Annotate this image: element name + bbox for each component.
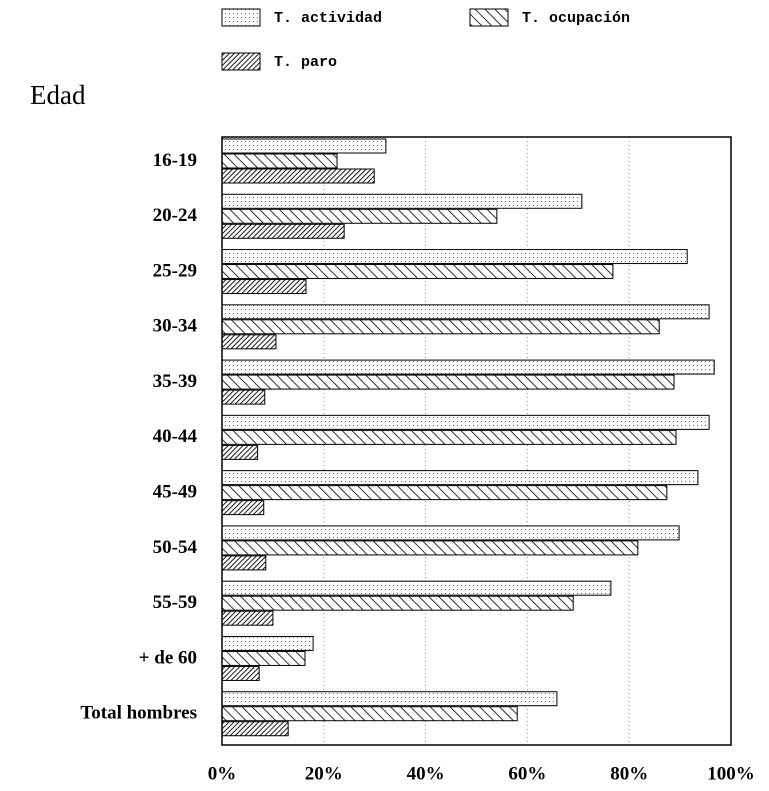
bar [221,470,699,486]
x-tick-label: 40% [407,763,445,784]
y-tick-label: 45-49 [153,481,197,502]
bar [221,249,688,265]
bar [221,706,518,722]
y-tick-label: 16-19 [153,150,197,171]
bar [221,359,715,375]
bar [221,168,375,184]
bar [221,444,259,460]
x-tick-label: 80% [610,763,648,784]
bar [221,555,267,571]
axis-title: Edad [30,80,86,110]
bar [221,414,710,430]
y-tick-label: 20-24 [153,205,198,226]
bar [221,580,612,596]
bar [221,540,639,556]
legend-swatch [221,52,261,71]
bar [221,304,710,320]
bar [221,193,583,209]
bar [221,223,345,239]
legend-label: T. ocupación [522,10,630,27]
bar [221,153,338,169]
y-tick-label: Total hombres [80,703,197,724]
bar [221,635,314,651]
bar [221,721,289,737]
y-tick-label: 50-54 [153,537,198,558]
bar [221,650,306,666]
bar [221,138,387,154]
bar [221,208,498,224]
bar [221,500,265,516]
y-tick-label: 55-59 [153,592,197,613]
y-tick-label: 25-29 [153,260,197,281]
plot-frame [221,136,732,746]
bar [221,389,266,405]
bar [221,691,558,707]
bar [221,264,614,280]
bar [221,485,668,501]
x-tick-label: 60% [508,763,546,784]
y-tick-label: 40-44 [153,426,198,447]
bar [221,595,574,611]
bar [221,334,277,350]
x-tick-label: 100% [707,763,755,784]
y-tick-label: + de 60 [139,647,197,668]
y-tick-label: 30-34 [153,316,198,337]
bar [221,374,675,390]
legend-swatch [469,8,509,27]
x-tick-label: 0% [208,763,237,784]
legend-swatch [221,8,261,27]
legend-label: T. paro [274,54,337,71]
bar [221,279,307,295]
legend-label: T. actividad [274,10,382,27]
bar [221,319,660,335]
bar [221,429,677,445]
x-tick-label: 20% [305,763,343,784]
bar [221,525,680,541]
bar [221,610,274,626]
y-tick-label: 35-39 [153,371,197,392]
bar [221,665,260,681]
